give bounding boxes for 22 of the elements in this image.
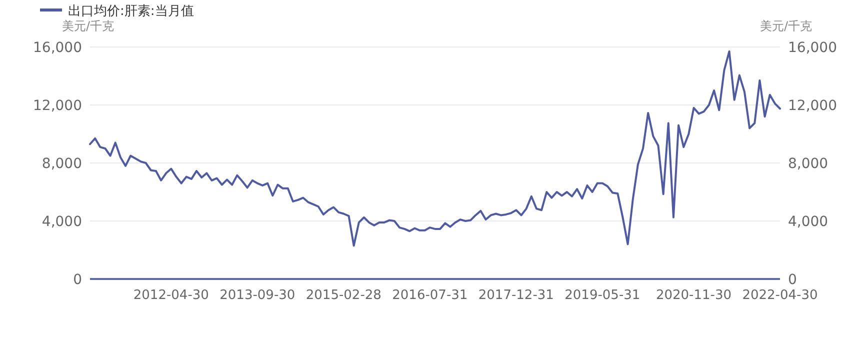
x-tick-label: 2017-12-31 — [478, 288, 554, 303]
x-tick-label: 2012-04-30 — [133, 288, 209, 303]
y2-tick-label: 0 — [788, 272, 797, 288]
y2-tick-label: 16,000 — [788, 40, 837, 56]
y-tick-label: 0 — [73, 272, 82, 288]
y-tick-label: 8,000 — [42, 156, 82, 172]
x-tick-label: 2015-02-28 — [306, 288, 382, 303]
x-tick-label: 2016-07-31 — [392, 288, 468, 303]
y2-tick-label: 4,000 — [788, 214, 828, 230]
y-axis-title: 美元/千克 — [62, 19, 114, 33]
x-tick-label: 2019-05-31 — [564, 288, 640, 303]
y-tick-label: 4,000 — [42, 214, 82, 230]
y-tick-label: 12,000 — [33, 98, 82, 114]
x-tick-label: 2022-04-30 — [742, 288, 818, 303]
legend-label: 出口均价:肝素:当月值 — [68, 4, 194, 19]
y-tick-label: 16,000 — [33, 40, 82, 56]
y2-axis-title: 美元/千克 — [760, 19, 812, 33]
x-tick-label: 2020-11-30 — [656, 288, 732, 303]
line-series — [89, 50, 781, 247]
x-tick-label: 2013-09-30 — [220, 288, 296, 303]
y2-tick-label: 12,000 — [788, 98, 837, 114]
y2-tick-label: 8,000 — [788, 156, 828, 172]
